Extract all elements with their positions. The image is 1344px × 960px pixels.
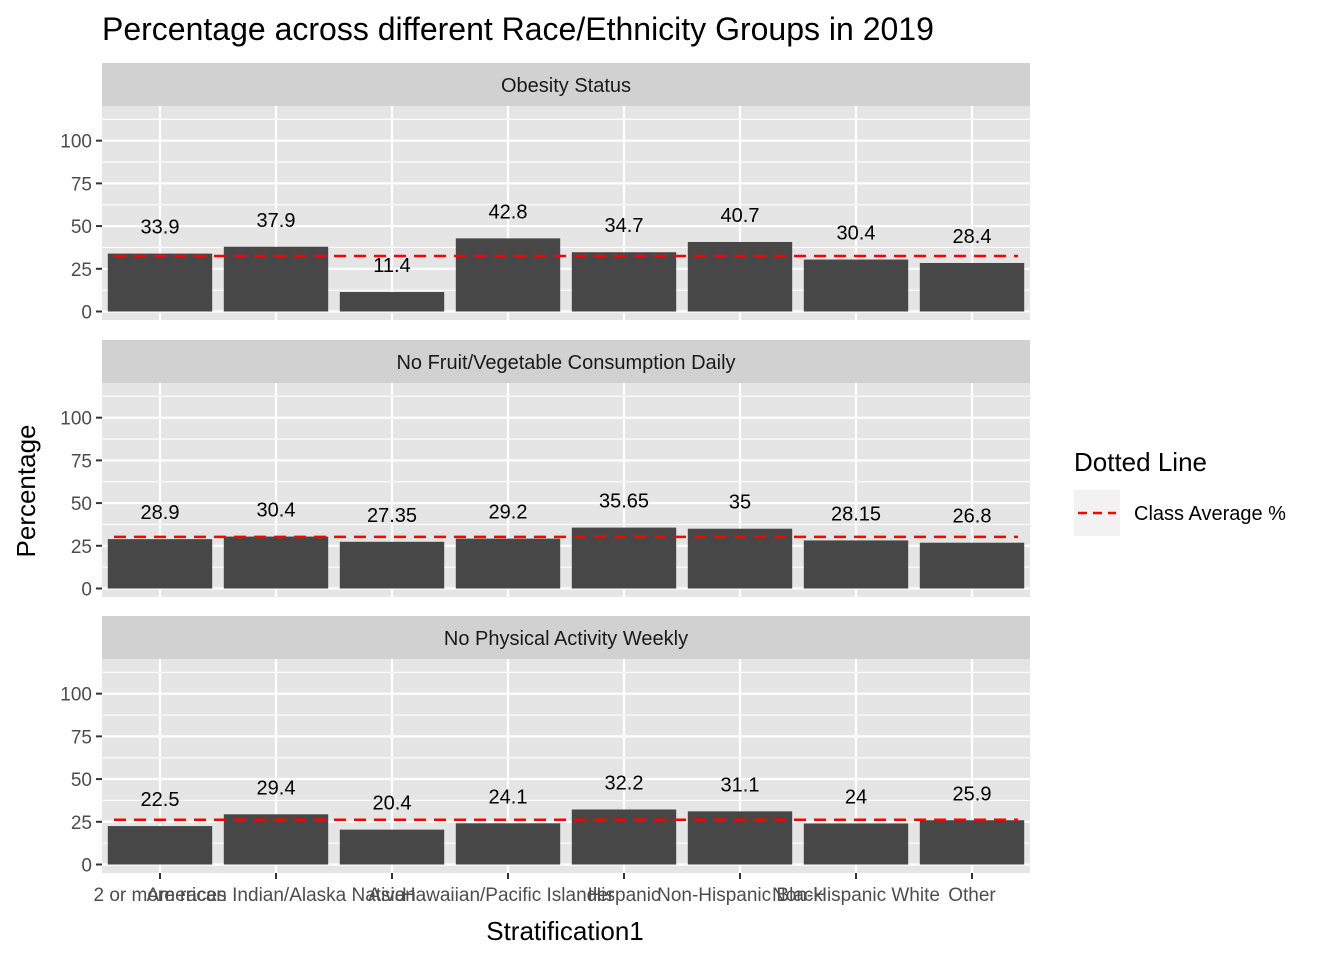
bar	[919, 542, 1025, 589]
facet-strip-label: No Physical Activity Weekly	[444, 628, 688, 650]
bar-value-label: 28.15	[831, 503, 881, 525]
bar-value-label: 27.35	[367, 505, 417, 527]
y-tick-label: 50	[71, 217, 92, 238]
y-tick-label: 25	[71, 813, 92, 834]
bar-value-label: 35.65	[599, 491, 649, 513]
bar	[571, 809, 677, 865]
legend: Dotted Line Class Average %	[1074, 447, 1286, 536]
bar	[223, 814, 329, 865]
bar-value-label: 28.4	[953, 226, 992, 248]
chart-title: Percentage across different Race/Ethnici…	[102, 11, 934, 47]
facet-panel: No Fruit/Vegetable Consumption Daily 0 25 5…	[60, 340, 1030, 601]
bar	[223, 536, 329, 589]
x-tick-label: Non-Hispanic White	[772, 885, 940, 906]
y-tick-label: 100	[60, 132, 92, 153]
bar	[223, 246, 329, 312]
bar	[919, 262, 1025, 312]
bar-value-label: 25.9	[953, 783, 992, 805]
y-tick-label: 25	[71, 260, 92, 281]
bar-value-label: 29.4	[257, 777, 296, 799]
bar-value-label: 20.4	[373, 793, 412, 815]
bar-value-label: 35	[729, 492, 751, 514]
bar-value-label: 30.4	[837, 223, 876, 245]
bar-value-label: 22.5	[141, 789, 180, 811]
bar	[687, 241, 793, 312]
bar	[339, 829, 445, 865]
bar-value-label: 26.8	[953, 506, 992, 528]
bar	[803, 259, 909, 312]
facet-panels: Obesity Status 0 25 50 75 100 33.9 37.9 11.4 42.8…	[60, 63, 1030, 877]
bar	[803, 540, 909, 589]
facet-strip-label: No Fruit/Vegetable Consumption Daily	[396, 352, 735, 374]
bar	[455, 238, 561, 312]
bar	[107, 253, 213, 312]
y-tick-label: 75	[71, 451, 92, 472]
bar-value-label: 24.1	[489, 786, 528, 808]
bar-value-label: 29.2	[489, 502, 528, 524]
facet-panel: No Physical Activity Weekly 0 25 50 75 100 22.…	[60, 616, 1030, 877]
x-tick-label: Non-Hispanic Black	[657, 885, 823, 906]
bar	[455, 538, 561, 589]
x-tick-label: Other	[948, 885, 996, 906]
y-tick-label: 75	[71, 727, 92, 748]
x-tick-label: Hispanic	[588, 885, 661, 906]
y-tick-label: 100	[60, 685, 92, 706]
bar-value-label: 34.7	[605, 215, 644, 237]
y-tick-label: 25	[71, 537, 92, 558]
bar	[339, 292, 445, 312]
x-tick-label: Asian	[368, 885, 416, 906]
bar-value-label: 11.4	[373, 255, 410, 277]
y-axis-title: Percentage	[11, 425, 41, 558]
bar-value-label: 32.2	[605, 772, 644, 794]
y-tick-label: 0	[81, 856, 92, 877]
facet-strip	[102, 616, 1030, 659]
facet-panel: Obesity Status 0 25 50 75 100 33.9 37.9 11.4 42.8…	[60, 63, 1030, 324]
x-tick-label: Hawaiian/Pacific Islander	[402, 885, 615, 906]
y-tick-label: 0	[81, 580, 92, 601]
bar-value-label: 42.8	[489, 201, 528, 223]
x-tick-label: 2 or more races	[93, 885, 226, 906]
bar-value-label: 37.9	[257, 210, 296, 232]
bar	[803, 823, 909, 865]
y-tick-label: 50	[71, 770, 92, 791]
bar	[919, 820, 1025, 865]
bar	[455, 823, 561, 865]
bar	[107, 826, 213, 865]
legend-entry-label: Class Average %	[1134, 503, 1286, 525]
facet-strip-label: Obesity Status	[501, 75, 631, 97]
bar	[571, 252, 677, 312]
bar-value-label: 33.9	[141, 217, 180, 239]
bar	[687, 528, 793, 589]
facet-strip	[102, 340, 1030, 383]
x-axis-title: Stratification1	[486, 916, 644, 946]
bar	[107, 539, 213, 589]
bar-value-label: 28.9	[141, 502, 180, 524]
y-tick-label: 100	[60, 409, 92, 430]
y-tick-label: 0	[81, 303, 92, 324]
bar	[339, 541, 445, 589]
legend-title: Dotted Line	[1074, 447, 1207, 477]
facet-strip	[102, 63, 1030, 106]
y-tick-label: 75	[71, 174, 92, 195]
bar-value-label: 31.1	[721, 774, 760, 796]
bar-value-label: 30.4	[257, 500, 296, 522]
x-tick-label: American Indian/Alaska Native	[147, 885, 406, 906]
y-tick-label: 50	[71, 494, 92, 515]
bar-value-label: 24	[845, 787, 867, 809]
bar-value-label: 40.7	[721, 205, 760, 227]
